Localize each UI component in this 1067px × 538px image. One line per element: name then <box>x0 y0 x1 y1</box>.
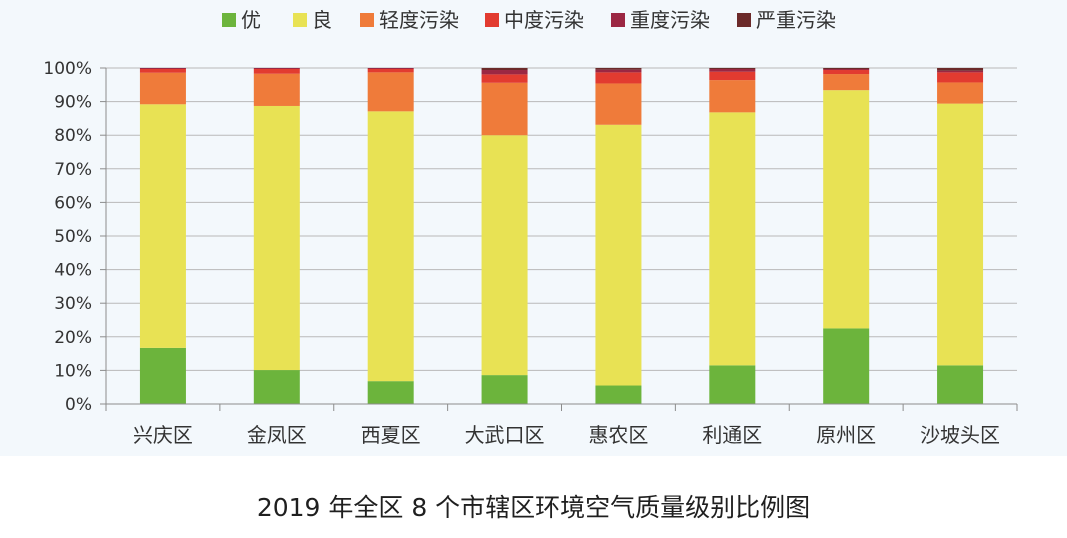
y-tick-label: 40% <box>54 261 92 281</box>
x-tick-label: 西夏区 <box>361 423 421 447</box>
legend-swatch <box>611 13 625 27</box>
x-tick-label: 大武口区 <box>465 423 545 447</box>
bar-segment <box>367 72 414 112</box>
legend: 优 良 轻度污染 中度污染 重度污染 严重污染 <box>222 8 836 32</box>
bar-stack <box>595 68 642 404</box>
y-tick-label: 50% <box>54 227 92 247</box>
legend-item: 轻度污染 <box>360 8 459 32</box>
legend-label: 严重污染 <box>756 8 836 32</box>
bar-segment <box>595 72 642 84</box>
bar-segment <box>823 70 870 75</box>
legend-item: 重度污染 <box>611 8 710 32</box>
bar-stack <box>937 68 984 404</box>
y-tick-label: 80% <box>54 126 92 146</box>
y-tick-label: 60% <box>54 193 92 213</box>
x-tick-label: 沙坡头区 <box>920 423 1000 447</box>
legend-swatch <box>360 13 374 27</box>
bar-segment <box>823 90 870 329</box>
legend-item: 优 <box>222 8 261 32</box>
bar-segment <box>937 103 984 366</box>
legend-item: 严重污染 <box>737 8 836 32</box>
legend-swatch <box>485 13 499 27</box>
x-tick-label: 兴庆区 <box>133 423 193 447</box>
y-tick-label: 10% <box>54 361 92 381</box>
bar-segment <box>595 68 642 70</box>
bar-segment <box>367 68 414 70</box>
bar-stack <box>823 68 870 404</box>
legend-label: 重度污染 <box>630 8 710 32</box>
legend-item: 中度污染 <box>485 8 584 32</box>
legend-swatch <box>222 13 236 27</box>
bar-segment <box>481 135 528 376</box>
bar-segment <box>481 70 528 75</box>
legend-label: 中度污染 <box>504 8 584 32</box>
stacked-bar-chart: 优 良 轻度污染 中度污染 重度污染 严重污染 0% 10% 20% 30% 40% 50% 60% 7… <box>43 8 1018 447</box>
bar-segment <box>937 365 984 404</box>
bar-segment <box>367 381 414 404</box>
bar-segment <box>823 74 870 91</box>
y-tick-label: 0% <box>65 395 92 415</box>
bar-segment <box>253 370 300 404</box>
bar-stack <box>253 68 300 404</box>
bar-segment <box>253 105 300 371</box>
y-axis: 0% 10% 20% 30% 40% 50% 60% 70% 80% 90% 100% <box>43 59 107 415</box>
legend-label: 良 <box>312 8 332 32</box>
bar-segment <box>709 80 756 113</box>
bar-segment <box>937 70 984 73</box>
bar-segment <box>709 71 756 81</box>
bar-segment <box>709 365 756 404</box>
bar-segment <box>481 74 528 83</box>
bar-segment <box>367 111 414 382</box>
legend-swatch <box>293 13 307 27</box>
x-tick-label: 金凤区 <box>247 423 307 447</box>
bar-segment <box>139 68 186 70</box>
bar-stack <box>709 68 756 404</box>
y-tick-label: 90% <box>54 93 92 113</box>
bar-segment <box>937 72 984 83</box>
x-tick-label: 惠农区 <box>588 423 648 447</box>
bar-segment <box>595 69 642 73</box>
bar-segment <box>481 375 528 404</box>
bar-segment <box>253 69 300 74</box>
x-axis: 兴庆区 金凤区 西夏区 大武口区 惠农区 利通区 原州区 沙坡头区 <box>105 403 1018 447</box>
bar-segment <box>595 385 642 404</box>
bar-stack <box>367 68 414 404</box>
bar-segment <box>937 82 984 104</box>
bar-segment <box>367 69 414 73</box>
bar-segment <box>139 69 186 73</box>
bar-segment <box>481 68 528 71</box>
bars <box>139 68 984 404</box>
y-tick-label: 70% <box>54 160 92 180</box>
y-tick-label: 20% <box>54 328 92 348</box>
bar-segment <box>937 68 984 71</box>
bar-segment <box>139 72 186 105</box>
bar-segment <box>823 68 870 70</box>
gridlines <box>106 67 1017 405</box>
legend-label: 优 <box>241 8 261 32</box>
x-tick-label: 利通区 <box>702 423 762 447</box>
bar-segment <box>253 68 300 70</box>
figure-caption: 2019 年全区 8 个市辖区环境空气质量级别比例图 <box>256 493 811 522</box>
legend-label: 轻度污染 <box>379 8 459 32</box>
x-tick-label: 原州区 <box>816 423 876 447</box>
bar-segment <box>709 68 756 70</box>
y-tick-label: 100% <box>43 59 92 79</box>
y-tick-label: 30% <box>54 294 92 314</box>
chart-panel: 优 良 轻度污染 中度污染 重度污染 严重污染 0% 10% 20% 30% 40% 50% 60% 7… <box>0 0 1067 456</box>
bar-stack <box>481 68 528 404</box>
bar-segment <box>481 82 528 136</box>
bar-segment <box>709 112 756 366</box>
bar-segment <box>139 347 186 404</box>
legend-swatch <box>737 13 751 27</box>
bar-stack <box>139 68 186 404</box>
bar-segment <box>253 73 300 106</box>
bar-segment <box>139 104 186 348</box>
bar-segment <box>595 124 642 386</box>
bar-segment <box>823 328 870 404</box>
legend-item: 良 <box>293 8 332 32</box>
bar-segment <box>595 83 642 125</box>
bar-segment <box>823 69 870 71</box>
bar-segment <box>709 69 756 72</box>
